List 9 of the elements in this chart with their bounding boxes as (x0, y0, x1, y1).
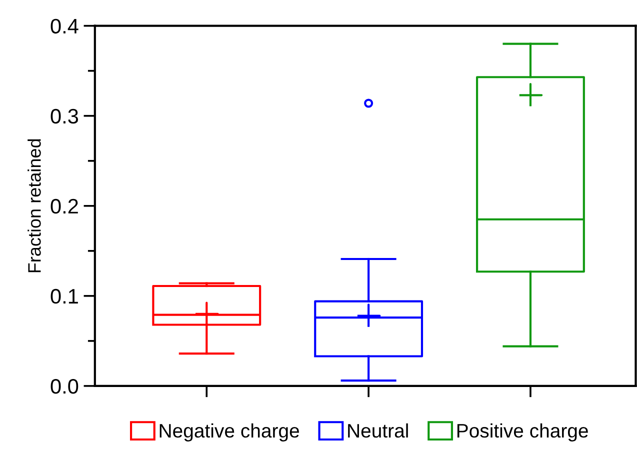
y-tick-label: 0.1 (50, 288, 78, 304)
y-tick-label: 0.4 (50, 18, 78, 34)
y-tick-label: 0.3 (50, 108, 78, 124)
y-tick-label: 0.2 (50, 198, 78, 214)
legend-label: Neutral (348, 423, 408, 438)
legend-label: Positive charge (457, 423, 588, 442)
legend-label: Negative charge (160, 423, 299, 442)
y-axis-title: Fraction retained (28, 139, 41, 272)
y-tick-label: 0.0 (50, 378, 78, 394)
